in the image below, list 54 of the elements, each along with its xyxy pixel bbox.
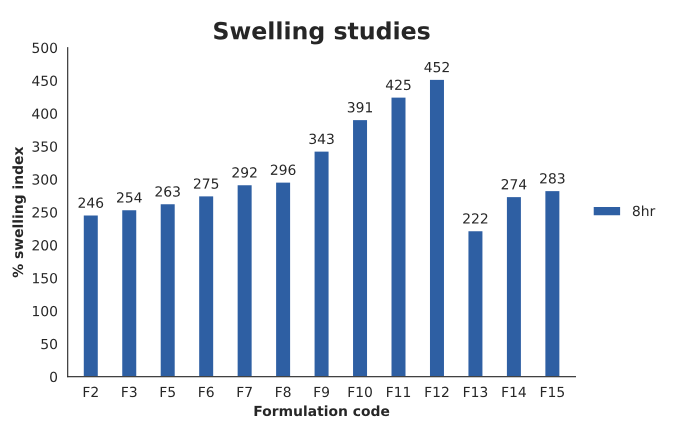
data-label: 254 (117, 192, 142, 203)
data-label: 425 (386, 80, 411, 90)
bar (236, 184, 254, 377)
data-label: 275 (194, 178, 218, 189)
x-tick-label: F10 (348, 386, 372, 398)
bar (159, 202, 176, 377)
y-tick-label: 50 (41, 338, 58, 350)
x-tick-label: F12 (426, 386, 448, 397)
bar (506, 196, 522, 377)
x-tick-label: F5 (160, 386, 175, 398)
x-tick-label: F13 (464, 386, 488, 398)
bar (428, 78, 446, 377)
data-label: 391 (348, 102, 372, 113)
y-tick-label: 400 (32, 108, 58, 119)
bar (82, 214, 100, 377)
y-tick-label: 300 (32, 174, 58, 185)
x-axis-title: Formulation code (254, 405, 390, 416)
bar (544, 190, 561, 377)
data-label: 263 (155, 186, 180, 197)
data-label: 343 (309, 134, 334, 144)
bar (467, 230, 484, 377)
y-tick-label: 250 (32, 207, 58, 218)
y-tick-label: 450 (32, 76, 58, 86)
x-tick-label: F3 (122, 386, 137, 398)
y-tick-label: 100 (32, 306, 58, 316)
bar (390, 96, 407, 377)
data-label: 274 (502, 179, 526, 190)
y-tick-label: 150 (32, 272, 58, 284)
x-tick-label: F14 (502, 386, 526, 397)
x-tick-label: F9 (314, 386, 330, 398)
x-tick-label: F7 (238, 386, 252, 397)
bar (313, 150, 330, 377)
bar (274, 181, 292, 377)
bar (198, 195, 215, 377)
data-label: 452 (424, 62, 449, 72)
y-tick-label: 350 (32, 141, 58, 152)
bar (120, 208, 138, 377)
data-label: 296 (270, 164, 296, 176)
x-tick-label: F8 (276, 386, 291, 398)
data-label: 222 (463, 213, 488, 224)
legend-label: 8hr (632, 205, 656, 216)
chart-title: Swelling studies (214, 21, 430, 44)
x-tick-label: F2 (84, 386, 98, 397)
data-label: 292 (232, 167, 257, 178)
x-tick-label: F6 (199, 386, 214, 398)
y-axis-title: % swelling index (12, 146, 26, 278)
y-tick-label: 500 (32, 42, 58, 54)
data-label: 283 (540, 173, 565, 184)
x-tick-label: F11 (387, 386, 410, 397)
data-label: 246 (78, 197, 104, 208)
bar (352, 118, 368, 377)
x-tick-label: F15 (540, 386, 564, 398)
y-tick-label: 0 (50, 372, 58, 382)
y-tick-label: 200 (32, 240, 58, 251)
